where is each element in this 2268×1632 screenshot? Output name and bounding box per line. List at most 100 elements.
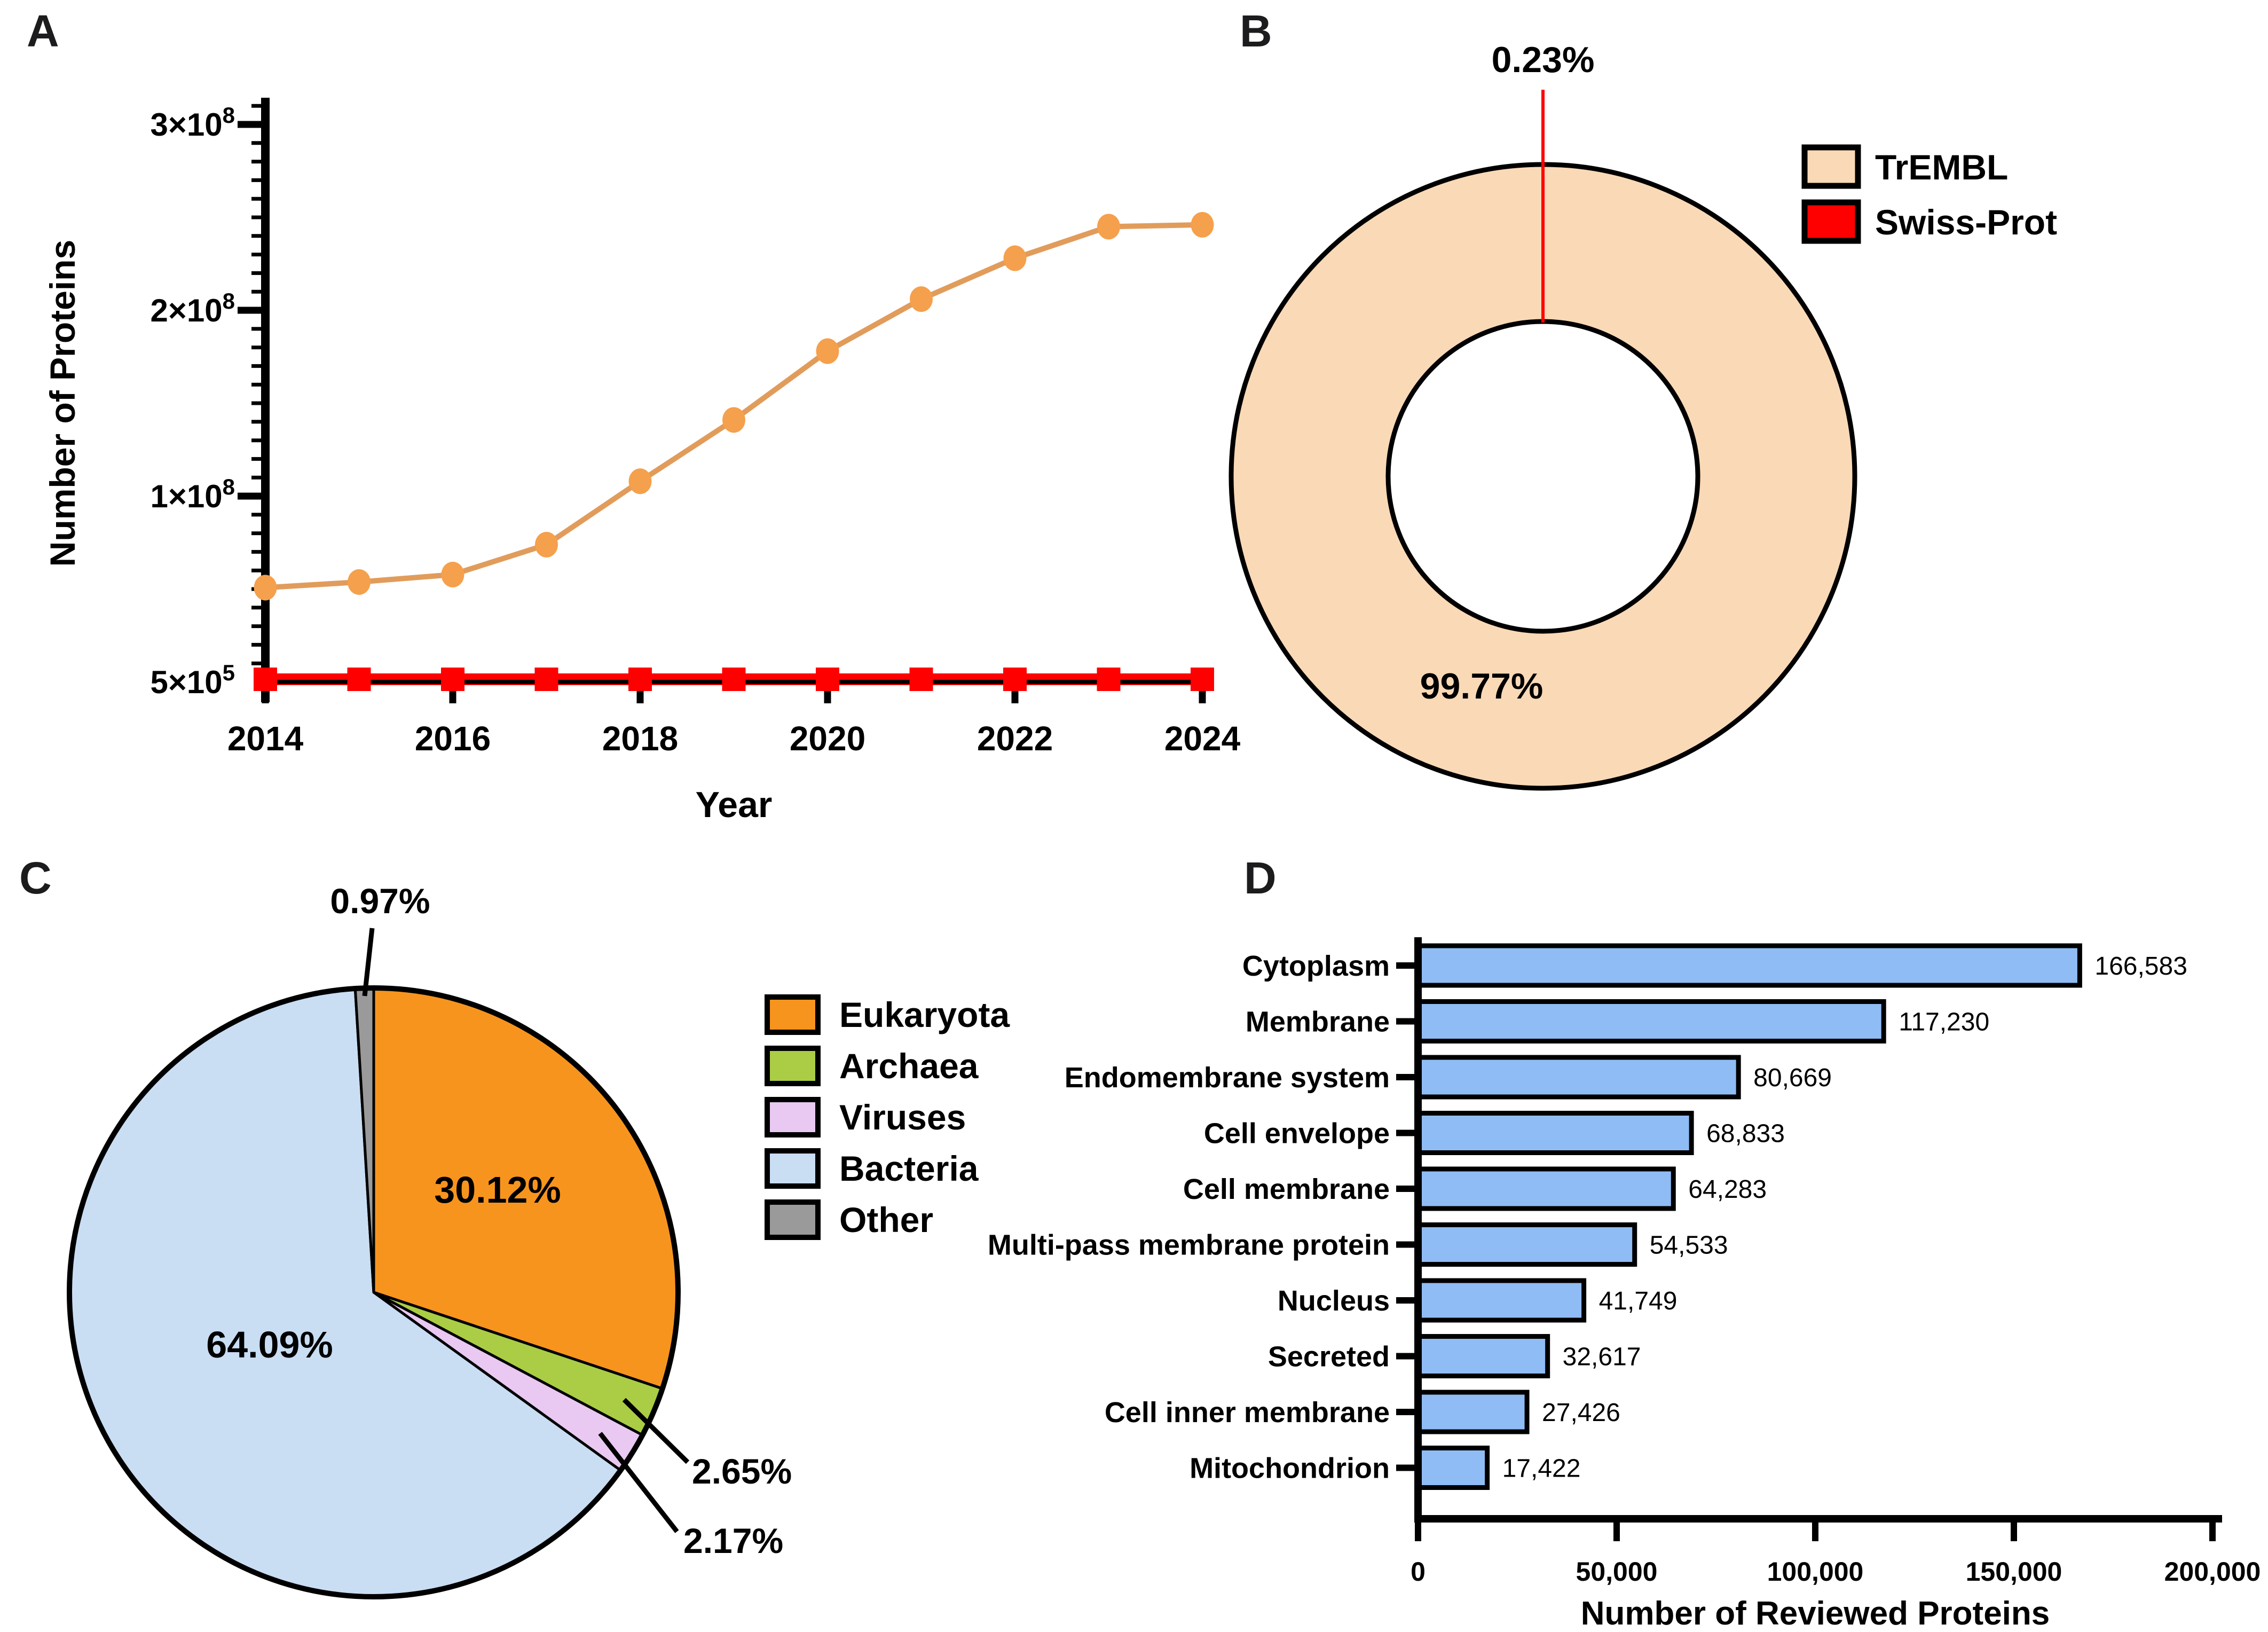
legend-label: TrEMBL — [1875, 147, 2008, 187]
trembl-marker — [348, 569, 371, 595]
panel-c-letter: C — [19, 853, 52, 903]
category-label: Membrane — [1246, 1006, 1390, 1038]
y-tick-label: 5×105 — [150, 660, 235, 700]
bar — [1415, 999, 1886, 1043]
category-label: Cell envelope — [1204, 1118, 1390, 1150]
panel-b-letter: B — [1240, 6, 1273, 56]
panel-d-bar-chart: Cytoplasm 166,583 Membrane 117,230 Endomembr… — [988, 937, 2261, 1632]
legend-swatch-viruses — [765, 1097, 821, 1137]
swissprot-marker — [722, 668, 746, 691]
category-label: Nucleus — [1278, 1285, 1390, 1317]
panel-b-donut-chart: 0.23% 99.77% TrEMBL Swiss-Prot — [1228, 40, 2057, 791]
category-label: Endomembrane system — [1065, 1062, 1390, 1094]
bar — [1415, 1334, 1550, 1378]
trembl-marker — [816, 338, 839, 364]
trembl-marker — [535, 531, 558, 558]
bar — [1415, 1166, 1676, 1211]
exponent: 5 — [223, 660, 235, 685]
trembl-marker — [628, 468, 652, 495]
trembl-marker — [441, 561, 464, 587]
trembl-marker — [254, 575, 277, 601]
donut-hole — [1385, 319, 1700, 634]
panel-a-line-chart: 5×105 1×108 2×108 3×108 Number of Proteins 20… — [43, 98, 1241, 825]
swissprot-marker — [909, 668, 933, 691]
bar-value-label: 64,283 — [1688, 1175, 1767, 1204]
panel-d-letter: D — [1244, 853, 1277, 903]
pie-outline — [67, 985, 681, 1599]
panel-c-pie-chart: 30.12% 64.09% 0.97% 2.65% 2.17% Eukaryota Arch… — [67, 881, 1010, 1599]
swissprot-marker — [1097, 668, 1121, 691]
x-tick-label: 2016 — [415, 719, 491, 758]
x-tick-label: 2024 — [1164, 719, 1241, 758]
swissprot-marker — [347, 668, 371, 691]
swissprot-marker — [254, 668, 277, 691]
bar — [1415, 1278, 1587, 1323]
y-tick-label: 1×108 — [150, 474, 235, 514]
trembl-marker — [1191, 211, 1214, 238]
y-tick-label: 3×108 — [150, 103, 235, 143]
bar — [1415, 1390, 1530, 1434]
swissprot-marker — [816, 668, 839, 691]
x-tick-label: 0 — [1411, 1557, 1426, 1587]
legend-swatch-trembl — [1801, 144, 1861, 189]
bar — [1415, 1111, 1694, 1155]
exponent: 8 — [223, 474, 235, 499]
category-label: Cytoplasm — [1242, 950, 1390, 982]
legend-label: Bacteria — [839, 1149, 979, 1188]
bar-value-label: 166,583 — [2094, 952, 2187, 980]
trembl-marker — [1097, 214, 1120, 240]
exponent: 8 — [223, 288, 235, 313]
category-label: Multi-pass membrane protein — [988, 1229, 1390, 1261]
swissprot-marker — [1003, 668, 1027, 691]
bar-value-label: 32,617 — [1563, 1343, 1641, 1371]
legend-swatch-archaea — [765, 1046, 821, 1086]
x-tick-label: 2020 — [790, 719, 865, 758]
bar-value-label: 117,230 — [1899, 1008, 1989, 1037]
legend-label: Viruses — [839, 1097, 966, 1137]
bar — [1415, 943, 2082, 988]
trembl-line — [265, 222, 1203, 591]
exponent: 8 — [223, 103, 235, 128]
bar-value-label: 27,426 — [1542, 1399, 1620, 1427]
panel-a-letter: A — [27, 6, 60, 56]
bar-value-label: 17,422 — [1502, 1455, 1581, 1483]
x-axis-title: Year — [696, 784, 773, 825]
bar — [1415, 1222, 1637, 1267]
legend-swatch-bacteria — [765, 1148, 821, 1189]
bar — [1415, 1055, 1741, 1100]
x-tick-label: 150,000 — [1966, 1557, 2062, 1587]
slice-percent-other: 0.97% — [330, 881, 430, 921]
bar-value-label: 54,533 — [1650, 1231, 1728, 1260]
category-label: Cell inner membrane — [1105, 1396, 1390, 1429]
donut-percent-label-trembl: 99.77% — [1420, 666, 1544, 707]
category-label: Cell membrane — [1183, 1173, 1390, 1205]
bar-value-label: 80,669 — [1753, 1064, 1832, 1092]
bar — [1415, 1446, 1490, 1490]
x-tick-label: 100,000 — [1767, 1557, 1864, 1587]
swissprot-marker — [1191, 668, 1214, 691]
trembl-marker — [910, 286, 933, 312]
swissprot-marker — [441, 668, 464, 691]
trembl-marker — [1003, 245, 1027, 271]
leader-line-other — [362, 928, 375, 997]
bar-value-label: 41,749 — [1599, 1287, 1678, 1315]
swissprot-marker — [628, 668, 652, 691]
slice-percent-viruses: 2.17% — [683, 1521, 783, 1560]
legend-label: Other — [839, 1200, 933, 1239]
x-tick-label: 50,000 — [1576, 1557, 1658, 1587]
bar-value-label: 68,833 — [1706, 1120, 1785, 1148]
legend-swatch-swiss-prot — [1801, 199, 1861, 244]
y-axis-title: Number of Proteins — [43, 240, 82, 567]
x-tick-label: 2018 — [602, 719, 678, 758]
x-tick-label: 200,000 — [2164, 1557, 2261, 1587]
leader-line-archaea — [622, 1398, 690, 1464]
legend-swatch-eukaryota — [765, 994, 821, 1035]
legend-label: Eukaryota — [839, 995, 1010, 1034]
legend-label: Archaea — [839, 1046, 979, 1086]
y-tick-label: 2×108 — [150, 288, 235, 328]
donut-percent-label-swissprot: 0.23% — [1492, 40, 1595, 80]
category-label: Mitochondrion — [1190, 1453, 1390, 1485]
slice-percent-bacteria: 64.09% — [206, 1324, 333, 1366]
x-tick-label: 2014 — [227, 719, 304, 758]
